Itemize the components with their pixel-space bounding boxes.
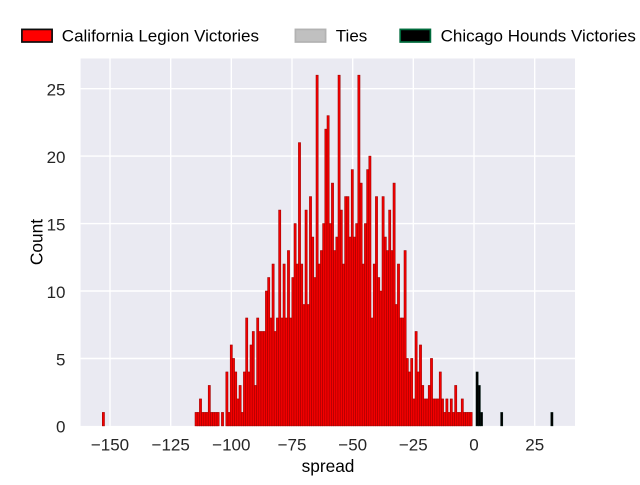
svg-text:−150: −150 [91,436,129,455]
svg-text:Count: Count [27,219,47,265]
svg-text:Chicago Hounds Victories: Chicago Hounds Victories [441,27,636,46]
svg-text:−75: −75 [278,436,307,455]
svg-text:Ties: Ties [336,27,368,46]
svg-text:20: 20 [47,148,66,167]
svg-text:5: 5 [56,350,65,369]
svg-text:−50: −50 [338,436,367,455]
svg-text:0: 0 [56,418,65,437]
svg-text:25: 25 [47,81,66,100]
svg-text:10: 10 [47,283,66,302]
svg-text:California Legion Victories: California Legion Victories [62,27,259,46]
svg-text:25: 25 [525,436,544,455]
svg-text:−125: −125 [152,436,190,455]
svg-text:spread: spread [302,456,355,476]
svg-text:0: 0 [469,436,478,455]
svg-text:−100: −100 [212,436,250,455]
svg-text:−25: −25 [399,436,428,455]
svg-text:15: 15 [47,215,66,234]
